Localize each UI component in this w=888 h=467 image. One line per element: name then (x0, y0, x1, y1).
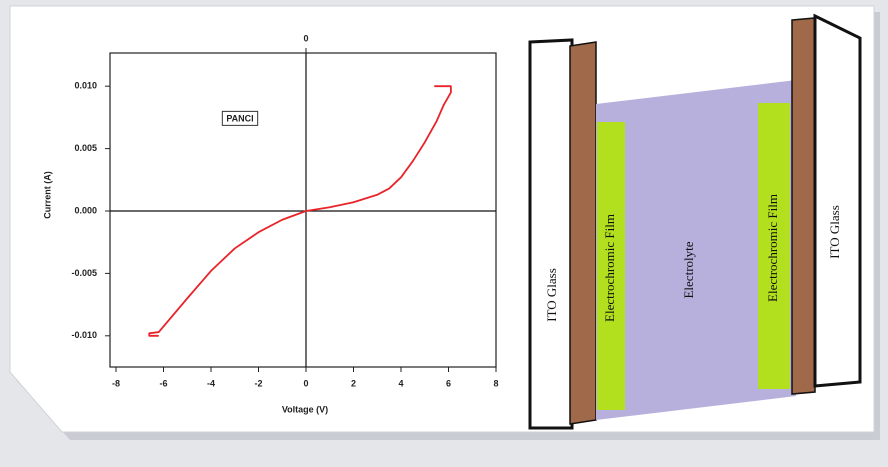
x-tick-label: -4 (207, 378, 215, 388)
y-tick-label: 0.005 (74, 143, 97, 153)
ito-glass-right (815, 16, 860, 386)
ito-glass-left (530, 40, 572, 428)
x-axis-label: Voltage (V) (282, 404, 328, 414)
diagram-label: Electrolyte (681, 241, 696, 298)
electrode-right (792, 18, 815, 394)
x2-tick-label: 0 (303, 33, 308, 43)
annotation: PANCl (226, 113, 253, 123)
diagram-label: ITO Glass (827, 205, 842, 259)
electrode-left (570, 42, 596, 424)
x-tick-label: 6 (446, 378, 451, 388)
diagram-label: ITO Glass (544, 268, 559, 322)
y-tick-label: -0.010 (71, 330, 97, 340)
figure: PANCl Voltage (V) Current (A) -8 -6 -4 -2 0 2… (0, 0, 888, 462)
x-tick-label: -6 (159, 378, 167, 388)
x-tick-label: 0 (303, 378, 308, 388)
x-tick-label: -2 (254, 378, 262, 388)
x-tick-label: 4 (398, 378, 403, 388)
plot: PANCl Voltage (V) Current (A) -8 -6 -4 -2 0 2… (42, 33, 498, 414)
y-axis-label: Current (A) (42, 171, 52, 219)
x-tick-label: 2 (351, 378, 356, 388)
y-tick-label: -0.005 (71, 268, 97, 278)
x-tick-label: 8 (493, 378, 498, 388)
x-tick-label: -8 (112, 378, 120, 388)
diagram-label: Electrochromic Film (765, 194, 780, 302)
y-tick-label: 0.010 (74, 81, 97, 91)
y-tick-label: 0.000 (74, 205, 97, 215)
diagram-label: Electrochromic Film (602, 214, 617, 322)
